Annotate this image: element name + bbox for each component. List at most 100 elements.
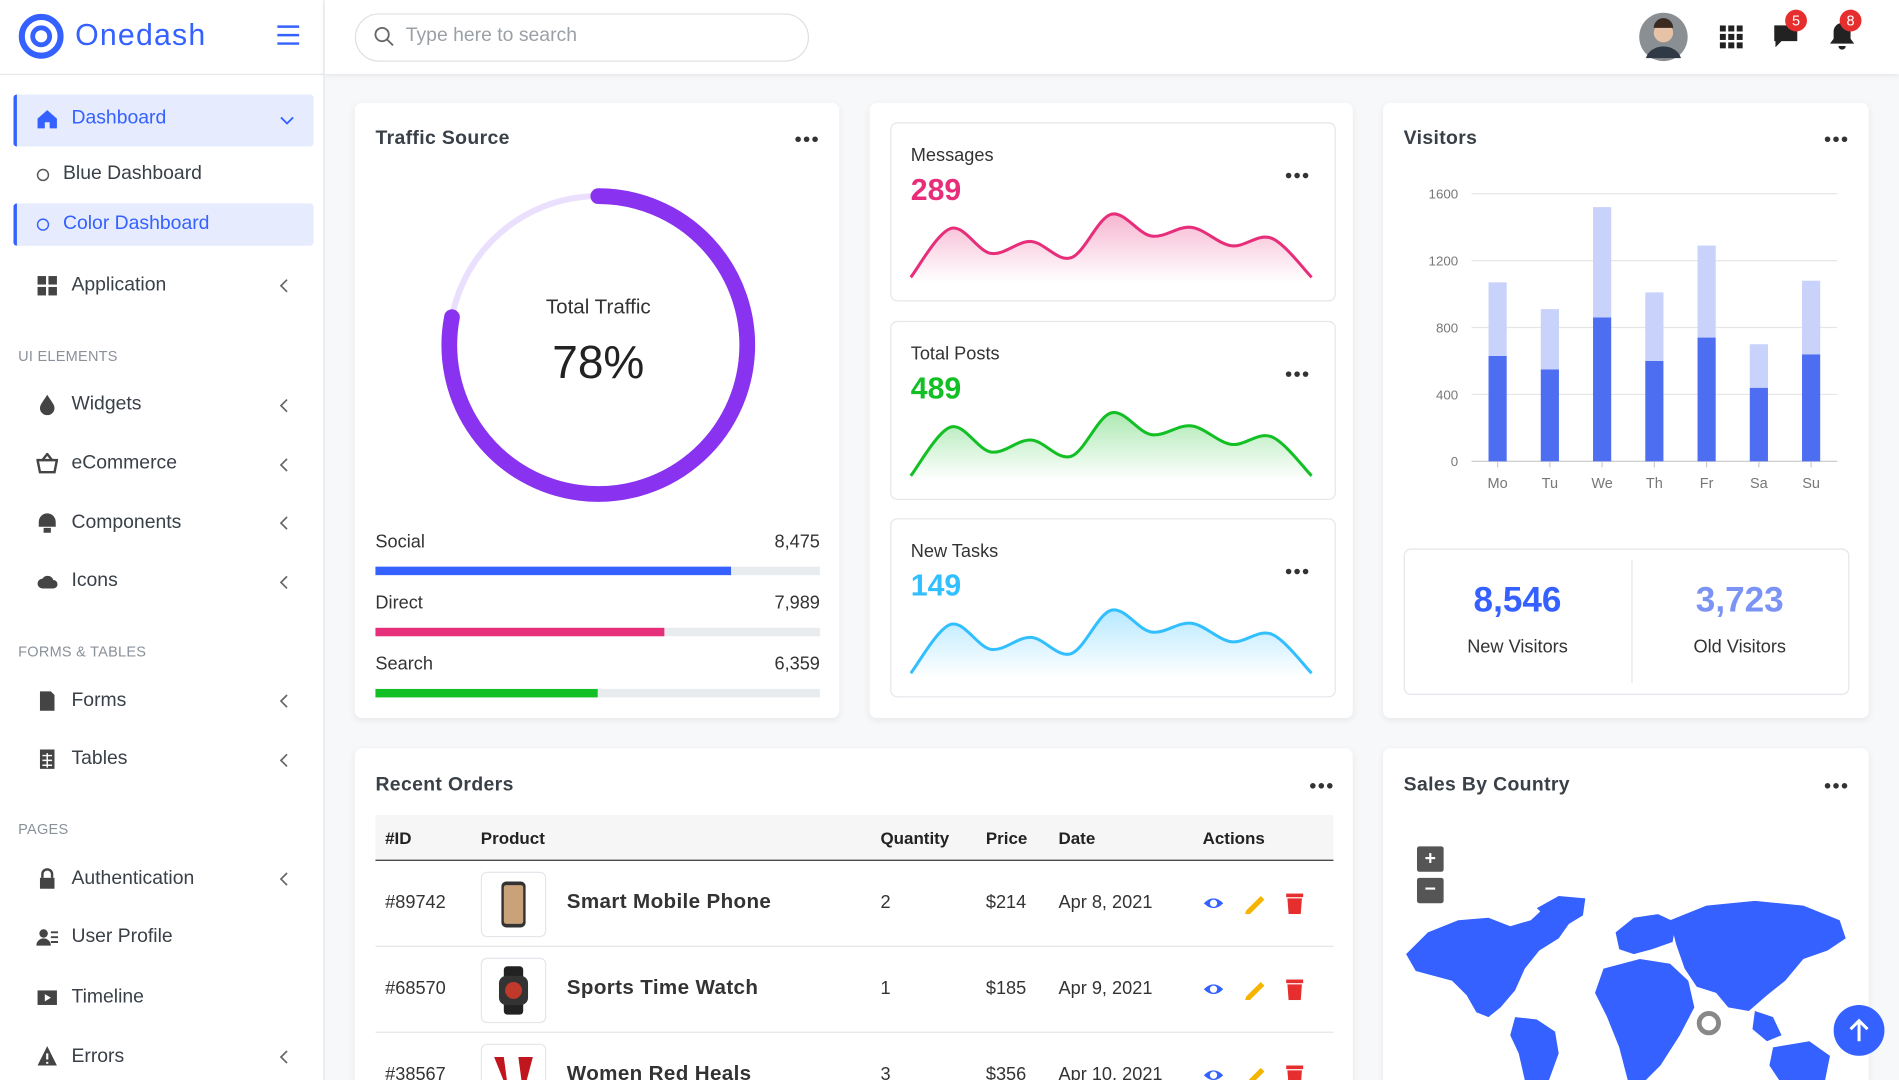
dot [1294,568,1300,575]
stat-value: 149 [910,569,962,603]
nav-item[interactable]: Authentication [71,868,195,889]
map-land [1595,958,1695,1080]
sparkline-area [910,213,1312,283]
summary-value: 3,723 [1695,581,1784,620]
y-tick-label: 400 [1436,387,1458,402]
x-tick-label: Su [1802,476,1820,492]
nav-subitem[interactable]: Color Dashboard [62,213,210,234]
visitors-chart: 0 400 800 1200 1600 Mo Tu We Th Fr Sa Su [1429,187,1838,492]
more-menu[interactable] [1285,371,1309,377]
bar [1593,207,1612,318]
icon-user [36,929,59,946]
nav-item[interactable]: Errors [71,1046,125,1067]
view[interactable] [1203,984,1224,995]
nav-item[interactable]: Dashboard [71,107,167,129]
nav-item[interactable]: Application [71,274,167,296]
more-menu[interactable] [1285,172,1309,179]
nav-active[interactable] [13,94,314,147]
bar [1802,280,1821,355]
delete[interactable] [1286,893,1304,915]
brand[interactable]: Onedash [75,18,207,53]
sparkline [909,568,1313,679]
icon-apps [37,276,57,296]
dot [1302,371,1309,377]
bar [1488,282,1507,356]
product-image [480,1043,547,1080]
source-value: 7,989 [774,592,819,612]
nav-item[interactable]: User Profile [71,926,173,947]
sparkline-area [910,609,1312,679]
section-title: FORMS & TABLES [18,642,147,660]
nav-subitem[interactable]: Blue Dashboard [62,163,202,185]
chevron [279,575,288,590]
divider [1631,559,1633,683]
delete[interactable] [1286,979,1304,1001]
bar [1645,360,1664,462]
delete[interactable] [1286,1065,1304,1080]
bar [1488,355,1507,462]
actions [1203,978,1312,1001]
summary-value: 8,546 [1473,581,1562,620]
progress-bar [375,566,732,576]
card-title: Recent Orders [375,774,514,796]
section-title: PAGES [18,820,69,838]
bar [1593,317,1612,462]
icon-cloud [37,575,58,589]
source-value: 8,475 [774,531,819,551]
y-tick-label: 800 [1436,320,1458,335]
nav-active[interactable] [13,203,314,246]
icon-drop [39,394,55,416]
nav-item[interactable]: Timeline [71,986,144,1008]
product-image [480,957,547,1024]
nav-item[interactable]: eCommerce [71,452,177,474]
back-to-top[interactable] [1833,1004,1885,1056]
product-name: Smart Mobile Phone [566,889,772,913]
product-thumb [498,966,529,1015]
x-tick-label: Tu [1542,476,1558,492]
search-box[interactable] [354,13,810,62]
edit[interactable] [1245,895,1265,915]
price: $356 [985,1064,1027,1080]
map-land [1769,1041,1830,1080]
quantity: 2 [880,892,891,913]
nav-item[interactable]: Tables [71,748,128,769]
edit[interactable] [1245,981,1265,1001]
stat-value: 489 [910,371,962,406]
dot [1294,371,1300,377]
icon-components [38,513,56,533]
nav-item[interactable]: Icons [71,570,118,591]
edit[interactable] [1245,1067,1265,1080]
product-thumb [494,1057,533,1080]
view[interactable] [1203,1070,1224,1080]
more-menu[interactable] [1285,568,1309,575]
progress-bar [375,688,598,698]
map-marker[interactable] [1696,1011,1721,1036]
map-land [1615,914,1677,955]
more-menu[interactable] [1824,782,1848,789]
search-placeholder: Type here to search [405,25,577,47]
table-header [375,814,1334,861]
more-menu[interactable] [1309,782,1333,789]
x-tick-label: We [1591,476,1613,492]
nav-item[interactable]: Forms [71,690,127,711]
avatar[interactable] [1639,12,1689,62]
nav-item[interactable]: Widgets [71,393,142,415]
source-value: 6,359 [774,654,819,674]
view[interactable] [1203,898,1224,909]
price: $214 [985,892,1027,913]
map-land [1536,895,1586,926]
icon-forms [39,691,55,711]
date: Apr 8, 2021 [1058,892,1153,913]
product-name: Women Red Heals [566,1061,752,1080]
nav-item[interactable]: Components [71,512,182,533]
column-header: #ID [385,828,412,848]
more-menu[interactable] [1824,136,1848,143]
zoom-in[interactable]: + [1416,846,1444,872]
zoom-out[interactable]: − [1416,877,1444,904]
apps-icon[interactable] [1719,25,1743,49]
world-map[interactable] [1404,895,1850,1080]
sparkline-area [910,412,1312,481]
menu-toggle[interactable] [276,24,300,46]
more-menu[interactable] [794,136,818,143]
chevron [279,398,288,413]
